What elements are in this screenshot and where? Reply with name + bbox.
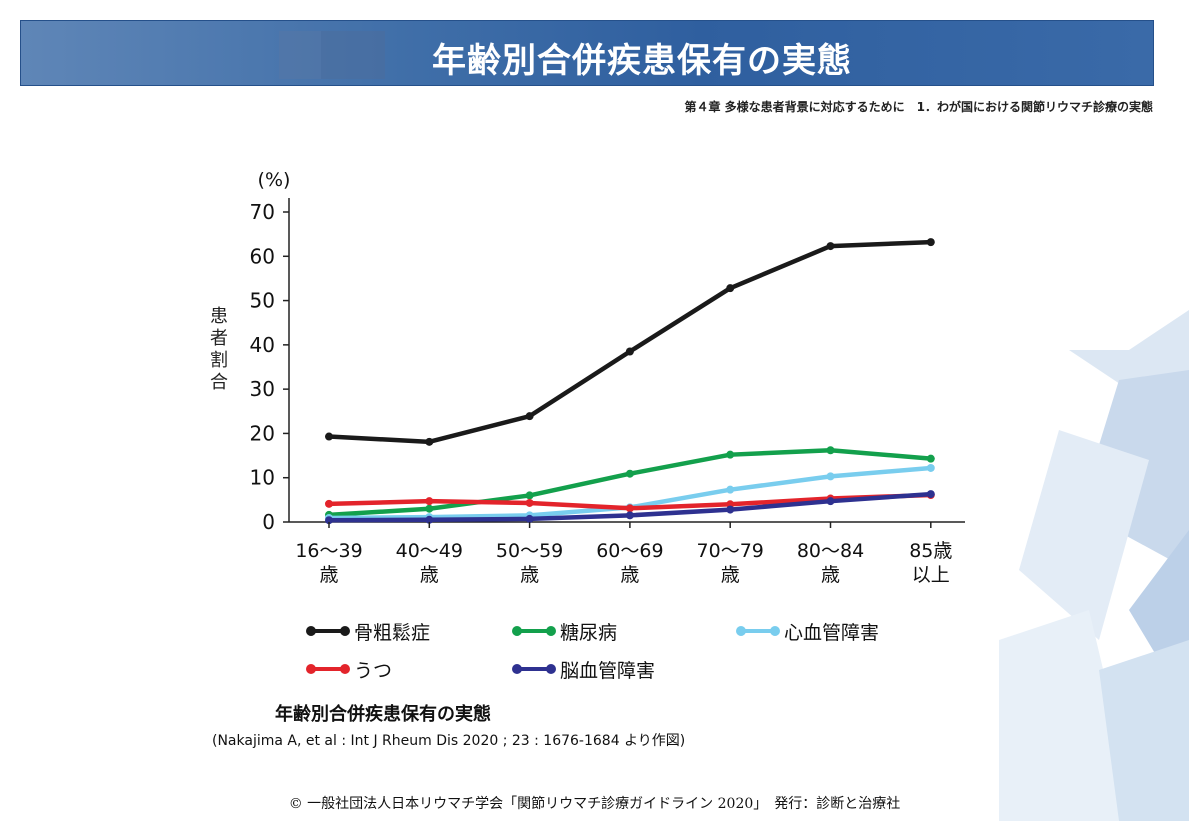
data-point [726, 450, 735, 459]
y-tick-label: 70 [250, 200, 275, 224]
y-axis-unit: (%) [258, 169, 291, 191]
legend-label: 心血管障害 [784, 621, 880, 644]
data-point [325, 516, 333, 525]
header-bar: 年齢別合併疾患保有の実態 [20, 20, 1154, 86]
data-point [926, 454, 935, 463]
legend-label: 糖尿病 [560, 621, 618, 644]
data-point [425, 515, 434, 524]
y-axis-label: 患者割合 [210, 306, 228, 393]
legend-swatch [736, 618, 780, 644]
data-point [826, 497, 835, 506]
y-tick-label: 20 [250, 421, 275, 445]
y-tick-label: 40 [250, 333, 275, 357]
figure-caption-title: 年齢別合併疾患保有の実態 [275, 704, 491, 725]
data-point [325, 432, 333, 441]
legend-item: 心血管障害 [736, 618, 879, 644]
data-point [926, 490, 935, 499]
data-point [726, 485, 735, 494]
data-point [425, 504, 434, 513]
legend-item: うつ [306, 656, 392, 682]
legend-item: 脳血管障害 [512, 656, 655, 682]
legend-swatch [512, 656, 556, 682]
header-decoration [279, 31, 321, 79]
data-point [726, 284, 735, 293]
header-decoration [321, 31, 385, 79]
chart-legend: 骨粗鬆症 糖尿病 心血管障害うつ 脳血管障害 [306, 618, 946, 688]
x-tick-label: 70〜79 歳 [697, 540, 764, 586]
data-point [525, 412, 534, 421]
data-point [425, 437, 434, 446]
data-point [425, 497, 434, 506]
breadcrumb: 第４章 多様な患者背景に対応するために 1．わが国における関節リウマチ診療の実態 [684, 100, 1153, 114]
chart-ticks: 0 10 20 30 40 50 60 70 (%) 16〜39 歳 40〜49 歳 50〜59 歳 60〜6… [250, 169, 953, 586]
y-tick-label: 0 [262, 510, 275, 534]
data-point [826, 472, 835, 481]
data-point [926, 238, 935, 247]
x-tick-label: 85歳以上 [909, 540, 952, 586]
data-point [625, 347, 634, 356]
legend-label: 脳血管障害 [560, 659, 656, 682]
y-tick-label: 60 [250, 244, 275, 268]
legend-swatch [306, 618, 350, 644]
x-tick-label: 60〜69 歳 [596, 540, 663, 586]
chart-series [325, 238, 935, 525]
y-tick-label: 10 [250, 466, 275, 490]
data-point [525, 491, 534, 500]
legend-item: 骨粗鬆症 [306, 618, 430, 644]
data-point [926, 463, 935, 472]
legend-label: うつ [354, 659, 393, 682]
data-point [625, 504, 634, 513]
legend-item: 糖尿病 [512, 618, 617, 644]
legend-label: 骨粗鬆症 [354, 621, 431, 644]
figure-caption-source: (Nakajima A, et al : Int J Rheum Dis 202… [212, 733, 686, 749]
data-point [625, 511, 634, 520]
data-point [625, 469, 634, 478]
series-line [326, 239, 934, 445]
data-point [525, 514, 534, 523]
legend-swatch [512, 618, 556, 644]
x-tick-label: 80〜84 歳 [797, 540, 864, 586]
data-point [726, 505, 735, 514]
x-tick-label: 50〜59 歳 [496, 540, 563, 586]
x-tick-label: 16〜39 歳 [295, 540, 362, 586]
background-decoration [999, 310, 1189, 821]
page-title: 年齢別合併疾患保有の実態 [432, 41, 852, 81]
copyright-footer: © 一般社団法人日本リウマチ学会「関節リウマチ診療ガイドライン 2020」 発行… [288, 796, 901, 812]
y-tick-label: 50 [250, 289, 275, 313]
data-point [525, 498, 534, 507]
y-tick-label: 30 [250, 377, 275, 401]
legend-swatch [306, 656, 350, 682]
data-point [826, 242, 835, 251]
x-tick-label: 40〜49 歳 [396, 540, 463, 586]
data-point [325, 499, 333, 508]
data-point [826, 446, 835, 455]
